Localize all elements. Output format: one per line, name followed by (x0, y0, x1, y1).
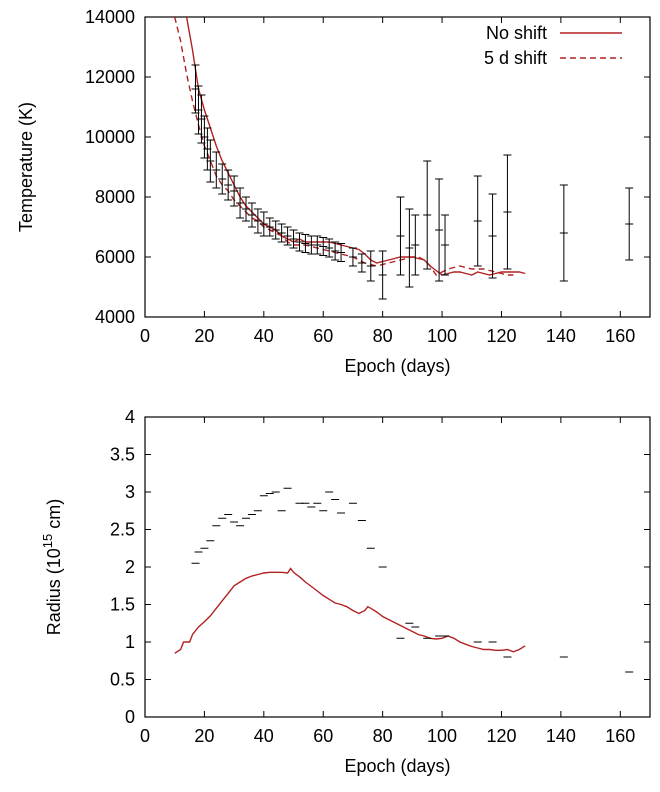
data-point (441, 214, 450, 276)
y-tick-label: 14000 (85, 7, 135, 27)
data-point (337, 243, 346, 262)
y-tick-label: 0 (125, 707, 135, 727)
data-point (488, 193, 497, 279)
data-point (366, 250, 375, 282)
y-axis-label: Temperature (K) (16, 102, 36, 232)
data-point (357, 253, 366, 273)
y-tick-label: 0.5 (110, 670, 135, 690)
data-point (559, 184, 568, 282)
data-point (224, 169, 233, 201)
y-tick-label: 1.5 (110, 595, 135, 615)
y-tick-label: 2.5 (110, 520, 135, 540)
y-tick-label: 4 (125, 407, 135, 427)
y-tick-label: 4000 (95, 307, 135, 327)
plot-area (174, 17, 634, 300)
y-tick-label: 12000 (85, 67, 135, 87)
data-point (435, 178, 444, 282)
plot-area (174, 487, 634, 673)
series-line-5-d-shift (174, 17, 514, 276)
x-tick-label: 40 (254, 326, 274, 346)
y-tick-label: 2 (125, 557, 135, 577)
legend-label: No shift (486, 23, 547, 43)
x-axis-label: Epoch (days) (344, 356, 450, 376)
x-tick-label: 120 (486, 326, 516, 346)
data-point (212, 151, 221, 189)
x-tick-label: 20 (194, 726, 214, 746)
data-point (242, 196, 250, 222)
data-point (206, 139, 215, 183)
data-point (319, 237, 328, 256)
data-point (325, 238, 334, 258)
x-tick-label: 80 (373, 326, 393, 346)
x-tick-label: 140 (546, 726, 576, 746)
x-tick-label: 80 (373, 726, 393, 746)
plot-frame (144, 416, 651, 718)
y-tick-label: 3.5 (110, 445, 135, 465)
data-point (283, 226, 292, 246)
x-tick-label: 120 (486, 726, 516, 746)
y-tick-label: 1 (125, 632, 135, 652)
x-tick-label: 160 (605, 326, 635, 346)
data-point (277, 223, 286, 243)
data-point (259, 211, 268, 237)
y-axis-label-prefix: Radius (10 (44, 548, 64, 635)
x-tick-label: 60 (313, 726, 333, 746)
y-tick-label: 8000 (95, 187, 135, 207)
data-point (295, 232, 304, 252)
data-point (423, 160, 432, 270)
data-point (473, 175, 482, 267)
data-point (313, 235, 322, 255)
x-tick-label: 100 (427, 726, 457, 746)
x-tick-label: 0 (140, 326, 150, 346)
y-axis-label-exponent: 15 (40, 534, 55, 548)
x-tick-label: 40 (254, 726, 274, 746)
data-point (378, 250, 387, 300)
radius-panel: 0 20 40 60 80 100 120 140 160 0 0.5 1 1.5 2 2.5 3 3.5 4 Ep… (40, 407, 651, 776)
x-tick-label: 160 (605, 726, 635, 746)
plot-frame (144, 16, 651, 318)
data-point (405, 208, 414, 288)
data-point (396, 196, 405, 276)
data-point (253, 208, 262, 234)
temperature-panel: 0 20 40 60 80 100 120 140 160 4000 6000 8000 10000 12… (16, 7, 651, 376)
y-axis-label: Radius (1015 cm) (40, 499, 64, 636)
x-axis-label: Epoch (days) (344, 756, 450, 776)
data-point (230, 175, 239, 207)
y-tick-label: 6000 (95, 247, 135, 267)
series-line-no-shift (185, 17, 526, 276)
data-point (218, 163, 227, 195)
data-point (301, 234, 310, 253)
y-tick-label: 10000 (85, 127, 135, 147)
x-tick-label: 60 (313, 326, 333, 346)
data-point (503, 154, 512, 270)
y-tick-label: 3 (125, 482, 135, 502)
data-point (625, 187, 634, 261)
data-point (271, 220, 280, 240)
data-point (236, 187, 245, 219)
data-point (411, 214, 420, 276)
x-tick-label: 0 (140, 726, 150, 746)
y-axis-label-suffix: cm) (44, 499, 64, 534)
data-point (247, 202, 256, 228)
x-tick-label: 20 (194, 326, 214, 346)
data-point (265, 217, 274, 237)
data-point (348, 247, 357, 267)
x-tick-label: 100 (427, 326, 457, 346)
data-point (289, 229, 298, 249)
x-tick-label: 140 (546, 326, 576, 346)
series-line-0 (174, 567, 526, 654)
legend-label: 5 d shift (484, 48, 547, 68)
data-point (203, 127, 212, 171)
data-point (331, 241, 340, 261)
